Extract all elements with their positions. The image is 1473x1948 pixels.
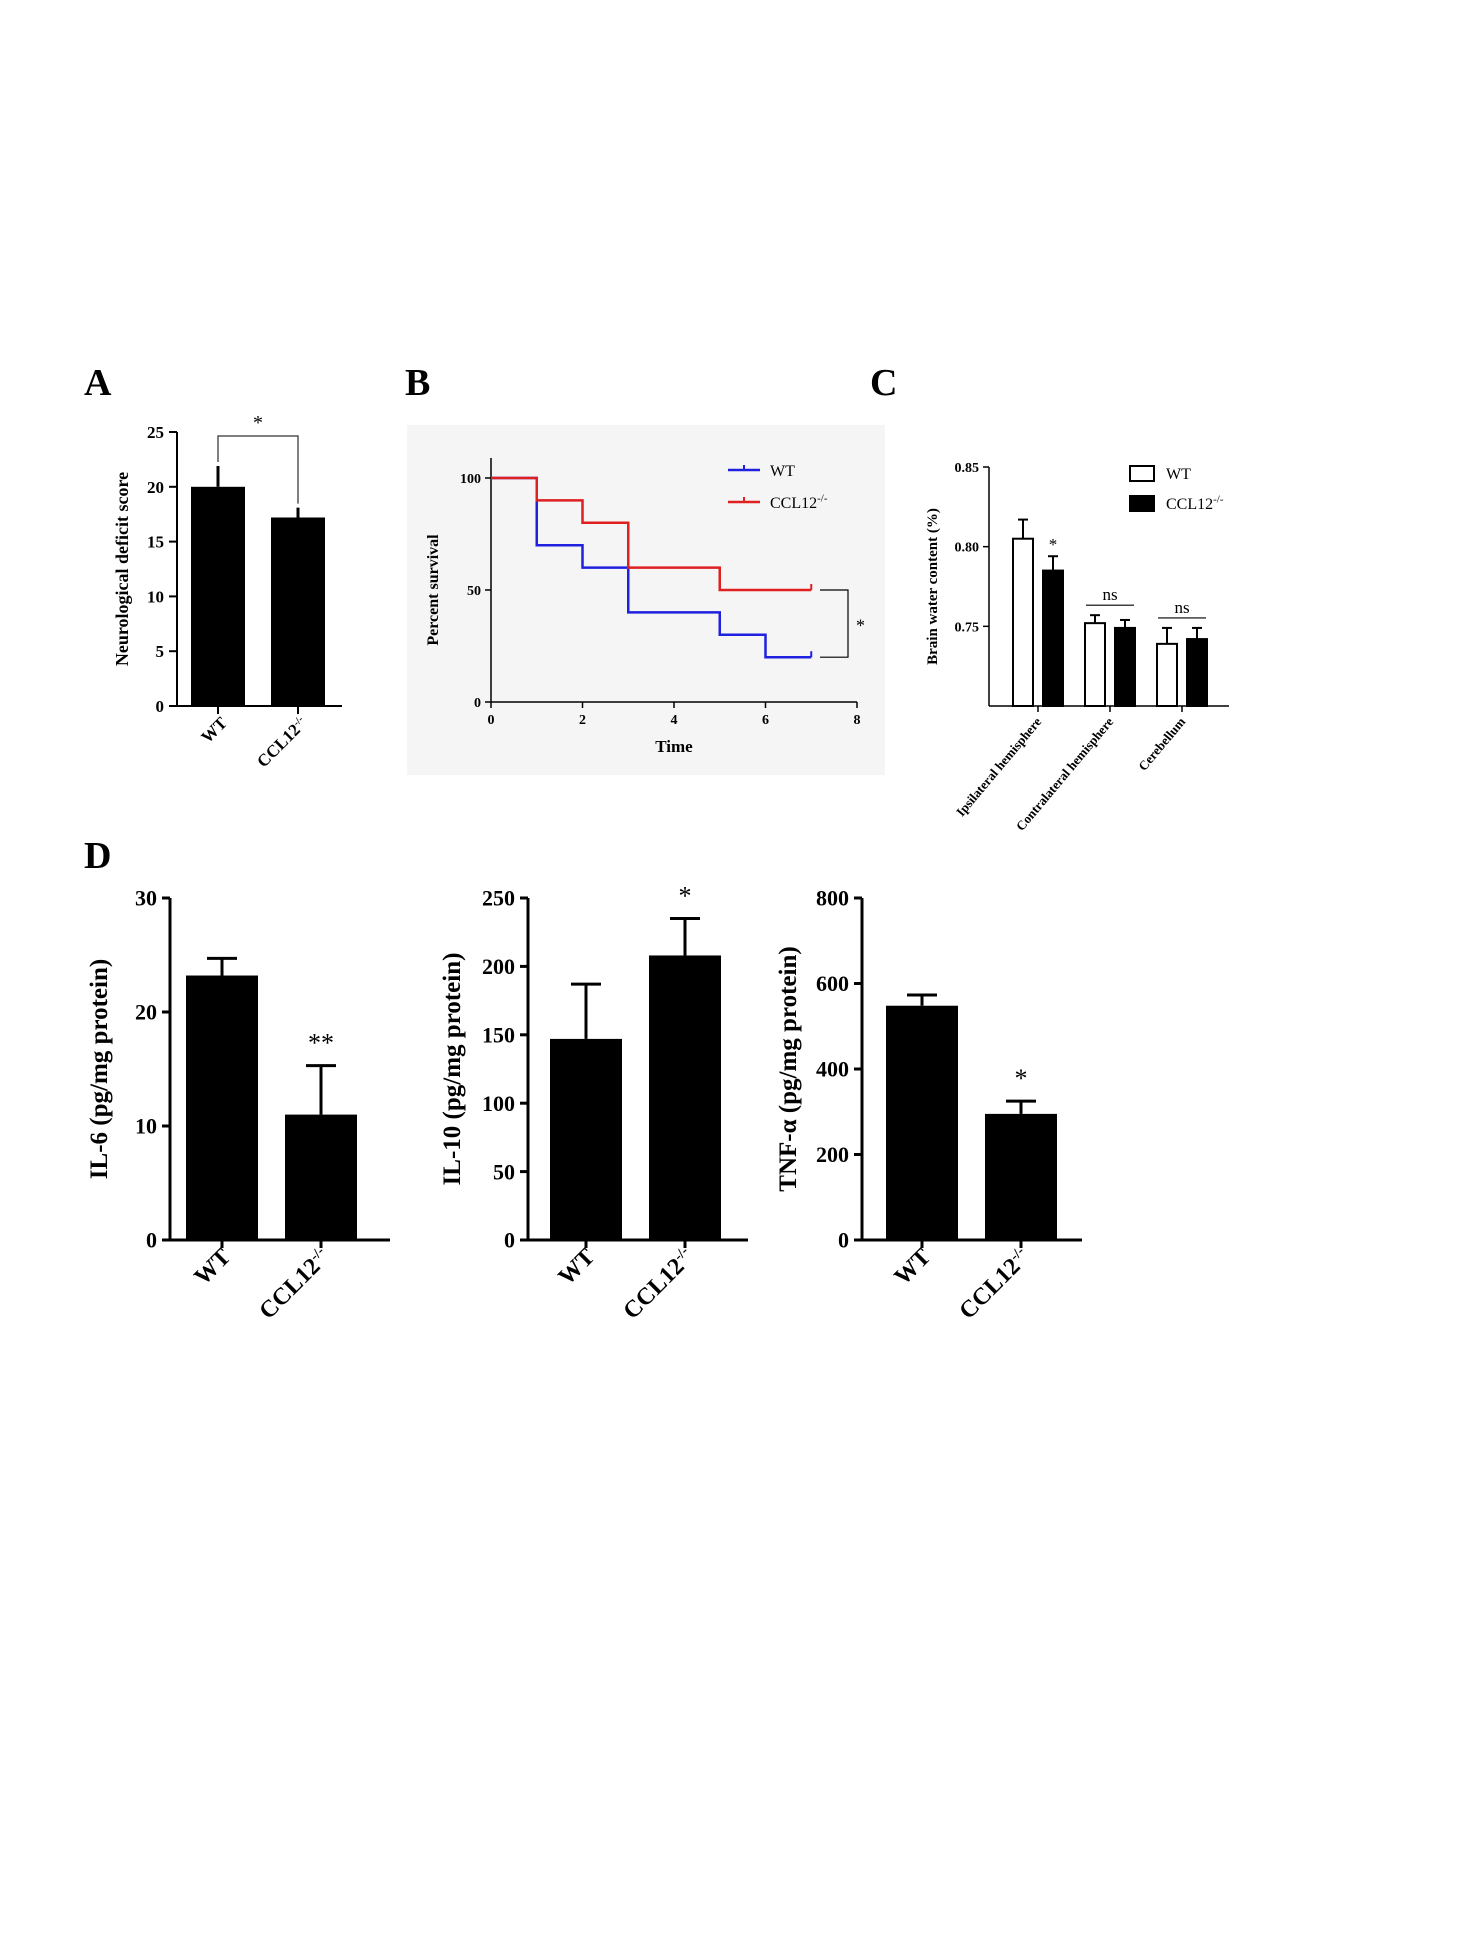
y-tick-label: 30 — [135, 886, 157, 911]
y-tick-label: 10 — [135, 1114, 157, 1139]
y-tick-label: 0.80 — [955, 541, 980, 556]
bar-1 — [285, 1114, 357, 1240]
legend-label-0: WT — [770, 463, 795, 480]
x-tick-label: CCL12-/- — [253, 713, 311, 771]
chart-il6: 0 10 20 30 WT CCL12-/- IL-6 (pg/mg protein) ** — [86, 886, 390, 1325]
chart-tnf: 0 200 400 600 800 WT CCL12-/- TNF-α (pg/mg prot… — [775, 886, 1082, 1325]
legend-label-0: WT — [1166, 466, 1191, 483]
y-tick-label: 50 — [467, 584, 481, 599]
bar-0 — [186, 975, 258, 1240]
x-tick-label: 0 — [488, 713, 495, 728]
x-tick-label: CCL12-/- — [954, 1243, 1035, 1324]
bar-1-1 — [1114, 626, 1136, 708]
significance-star: * — [679, 882, 692, 911]
bar-1-0 — [1084, 622, 1106, 707]
legend-swatch-0 — [1129, 465, 1155, 482]
y-tick-label: 150 — [482, 1023, 515, 1048]
y-tick-label: 0.75 — [955, 620, 980, 635]
y-tick-label: 800 — [816, 886, 849, 911]
panel-label-a: A — [84, 362, 112, 404]
y-tick-label: 200 — [816, 1142, 849, 1167]
chart-survival: 0 50 100 0 2 4 6 8 Time Percent survival WT CCL12-/… — [407, 425, 885, 775]
x-tick-label: CCL12-/- — [254, 1243, 335, 1324]
ns-label: ns — [1174, 598, 1189, 617]
panel-label-d: D — [84, 835, 111, 877]
x-tick-label: 4 — [671, 713, 678, 728]
significance-star: * — [1015, 1064, 1028, 1093]
y-tick-label: 5 — [156, 642, 165, 661]
legend-label-1: CCL12-/- — [770, 492, 828, 512]
x-tick-label: 6 — [762, 713, 769, 728]
bar-2-0 — [1156, 642, 1178, 707]
significance-bracket — [217, 435, 299, 504]
y-tick-label: 100 — [460, 472, 481, 487]
bar-0 — [550, 1038, 622, 1240]
bar-0-1 — [1042, 569, 1064, 707]
significance-star: ** — [308, 1029, 334, 1058]
y-tick-label: 20 — [147, 478, 164, 497]
y-tick-label: 0 — [156, 697, 165, 716]
y-tick-label: 0 — [474, 696, 481, 711]
bar-0 — [191, 486, 245, 706]
significance-star: * — [253, 412, 263, 434]
ns-label: ns — [1102, 585, 1117, 604]
x-tick-label: WT — [190, 1244, 237, 1291]
panel-label-c: C — [870, 362, 897, 404]
x-tick-label: Cerebellum — [1135, 714, 1188, 773]
significance-star: * — [1049, 535, 1058, 554]
legend-label-1: CCL12-/- — [1166, 493, 1224, 513]
y-tick-label: 20 — [135, 1000, 157, 1025]
legend-swatch-1 — [1129, 495, 1155, 512]
y-axis-title: Brain water content (%) — [925, 508, 941, 665]
y-tick-label: 0 — [504, 1228, 515, 1253]
significance-bracket — [820, 589, 849, 658]
y-axis-title: IL-10 (pg/mg protein) — [439, 953, 466, 1186]
survival-line-0 — [491, 476, 812, 659]
x-axis-title: Time — [655, 737, 693, 756]
bar-1 — [985, 1113, 1057, 1240]
plot-background — [407, 425, 885, 775]
x-tick-label: WT — [890, 1244, 937, 1291]
y-tick-label: 0 — [146, 1228, 157, 1253]
bar-2-1 — [1186, 638, 1208, 708]
y-axis-title: TNF-α (pg/mg protein) — [775, 946, 802, 1191]
survival-line-1 — [491, 476, 812, 592]
x-tick-label: CCL12-/- — [618, 1243, 699, 1324]
panel-label-b: B — [405, 362, 430, 404]
bar-0-0 — [1012, 537, 1034, 708]
y-tick-label: 0 — [838, 1228, 849, 1253]
y-tick-label: 50 — [493, 1159, 515, 1184]
y-tick-label: 25 — [147, 423, 164, 442]
significance-star: * — [856, 616, 865, 636]
y-tick-label: 400 — [816, 1057, 849, 1082]
y-tick-label: 0.85 — [955, 461, 980, 476]
y-tick-label: 15 — [147, 533, 164, 552]
bar-1 — [271, 517, 325, 706]
x-tick-label: 8 — [854, 713, 861, 728]
y-tick-label: 100 — [482, 1091, 515, 1116]
y-tick-label: 600 — [816, 971, 849, 996]
y-tick-label: 250 — [482, 886, 515, 911]
bar-1 — [649, 955, 721, 1240]
x-tick-label: WT — [554, 1244, 601, 1291]
bar-0 — [886, 1005, 958, 1240]
x-tick-label: WT — [197, 713, 231, 747]
x-tick-label: 2 — [579, 713, 586, 728]
y-axis-title: Neurological deficit score — [112, 472, 132, 666]
chart-neurological-deficit: 0 5 10 15 20 25 WT CCL12-/- Neurological deficit… — [112, 412, 342, 771]
y-axis-title: IL-6 (pg/mg protein) — [86, 959, 113, 1179]
y-axis-title: Percent survival — [425, 534, 442, 646]
y-tick-label: 200 — [482, 954, 515, 979]
chart-il10: 0 50 100 150 200 250 WT CCL12-/- IL-10 (pg/mg pr… — [439, 882, 748, 1325]
y-tick-label: 10 — [147, 587, 164, 606]
